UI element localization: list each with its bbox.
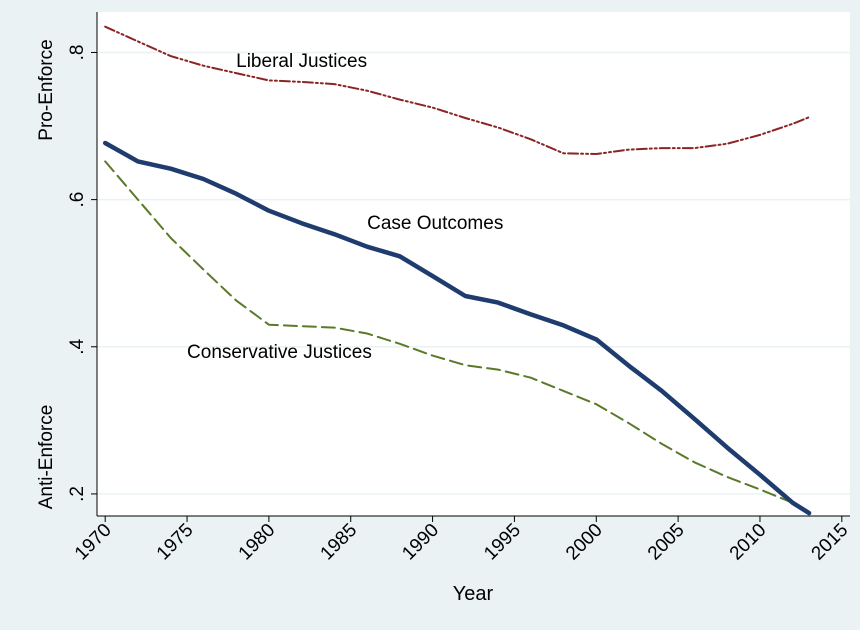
- y-axis-top-label: Pro-Enforce: [36, 39, 57, 140]
- x-tick-label: 1970: [71, 520, 116, 565]
- x-tick-label: 1975: [153, 520, 198, 565]
- x-tick-label: 2010: [726, 520, 771, 565]
- x-axis-title: Year: [453, 583, 494, 605]
- y-tick-label: .4: [67, 338, 88, 354]
- series-lines: [102, 25, 812, 516]
- series-label-conservative-justices: Conservative Justices: [187, 342, 372, 363]
- tick-marks: [91, 51, 843, 522]
- series-line-conservative-justices: [104, 160, 811, 513]
- series-labels: Liberal Justices Case Outcomes Conservativ…: [187, 51, 503, 363]
- axes: [96, 12, 850, 517]
- series-label-liberal-justices: Liberal Justices: [236, 51, 367, 72]
- y-tick-label: .6: [67, 192, 88, 208]
- plot-area: [97, 12, 850, 516]
- x-tick-label: 1995: [480, 520, 525, 565]
- x-tick-label: 1990: [398, 520, 443, 565]
- x-tick-label: 1980: [235, 520, 280, 565]
- x-tick-label: 2000: [562, 520, 607, 565]
- gridlines: [97, 51, 850, 495]
- series-label-case-outcomes: Case Outcomes: [367, 213, 503, 234]
- series-line-case-outcomes: [102, 140, 812, 516]
- x-tick-label: 2015: [808, 520, 853, 565]
- x-tick-label: 2005: [644, 520, 689, 565]
- y-tick-label: .2: [67, 486, 88, 502]
- y-tick-label: .8: [67, 45, 88, 61]
- series-line-liberal-justices: [104, 25, 811, 155]
- x-tick-label: 1985: [317, 520, 362, 565]
- y-axis-bottom-label: Anti-Enforce: [36, 405, 57, 510]
